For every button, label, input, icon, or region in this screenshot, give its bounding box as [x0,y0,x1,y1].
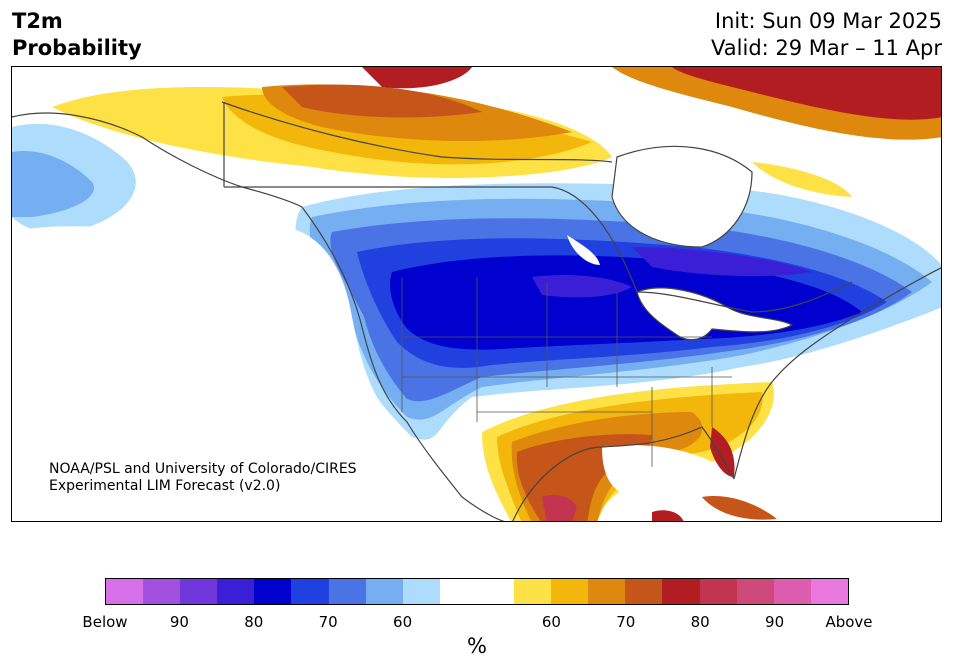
title-line-1: T2m [12,9,63,33]
probability-colorbar [105,578,849,605]
above-band-north-4 [282,84,482,118]
colorbar-swatch [773,579,811,604]
pacific-coast [301,206,505,521]
colorbar-swatch [106,579,144,604]
above-south-80 [542,495,577,521]
great-lakes [637,287,792,340]
us-canada-border [223,102,853,313]
credit-line-2: Experimental LIM Forecast (v2.0) [49,478,281,494]
arctic-coast [221,101,613,163]
colorbar-tick-label: 60 [541,613,561,631]
colorbar-unit: % [467,634,487,658]
pacific-ocean [12,225,471,521]
colorbar-swatch [588,579,626,604]
colorbar-swatch [625,579,663,604]
us-states-grid [401,277,732,467]
colorbar-swatch [551,579,589,604]
above-florida [710,427,735,477]
above-cuba [702,496,777,520]
gulf-of-mexico [602,445,712,497]
colorbar-tick-label: 90 [765,613,785,631]
credit-line-1: NOAA/PSL and University of Colorado/CIRE… [49,461,357,477]
boundaries [12,101,941,521]
above-arctic [362,67,472,89]
colorbar-swatch [402,579,440,604]
colorbar-tick-label: Below [82,613,128,631]
colorbar-swatch [699,579,737,604]
title-line-2: Probability [12,36,142,60]
colorbar-tick-label: 80 [690,613,710,631]
colorbar-swatch [291,579,329,604]
colorbar-tick-label: 70 [616,613,636,631]
below-band-85 [532,247,812,298]
colorbar-swatch [662,579,700,604]
colorbar-tick-label: 80 [244,613,264,631]
colorbar-swatch [736,579,774,604]
below-alaska-2 [12,151,94,217]
alaska-coast [12,112,303,208]
colorbar-swatch [365,579,403,604]
colorbar-tick-label: 60 [393,613,413,631]
colorbar-swatch [476,579,515,604]
forecast-map [11,66,942,522]
lake-winnipeg [567,235,600,265]
forecast-dates: Init: Sun 09 Mar 2025 Valid: 29 Mar – 11… [711,8,942,62]
colorbar-swatch [143,579,181,604]
hudson-coast [611,145,753,248]
above-labrador [752,162,852,197]
map-title: T2m Probability [12,8,142,62]
above-caribbean [652,510,684,521]
probability-field [12,67,941,521]
colorbar-tick-label: Above [825,613,873,631]
atlantic-coast [733,267,941,480]
forecast-credit: NOAA/PSL and University of Colorado/CIRE… [49,461,357,495]
colorbar-swatch [254,579,292,604]
colorbar-tick-label: 70 [318,613,338,631]
colorbar-swatch [810,579,848,604]
colorbar-tick-label: 90 [169,613,189,631]
colorbar-swatch [439,579,477,604]
above-greenland-2 [672,67,941,120]
colorbar-swatch [217,579,255,604]
great-lakes-outline [636,287,794,341]
gulf-coast [512,426,735,521]
init-date: Init: Sun 09 Mar 2025 [714,9,942,33]
atlantic-ocean [781,327,941,521]
colorbar-swatch [514,579,552,604]
colorbar-swatch [328,579,366,604]
colorbar-swatch [180,579,218,604]
hudson-bay [612,146,752,247]
valid-period: Valid: 29 Mar – 11 Apr [711,36,942,60]
